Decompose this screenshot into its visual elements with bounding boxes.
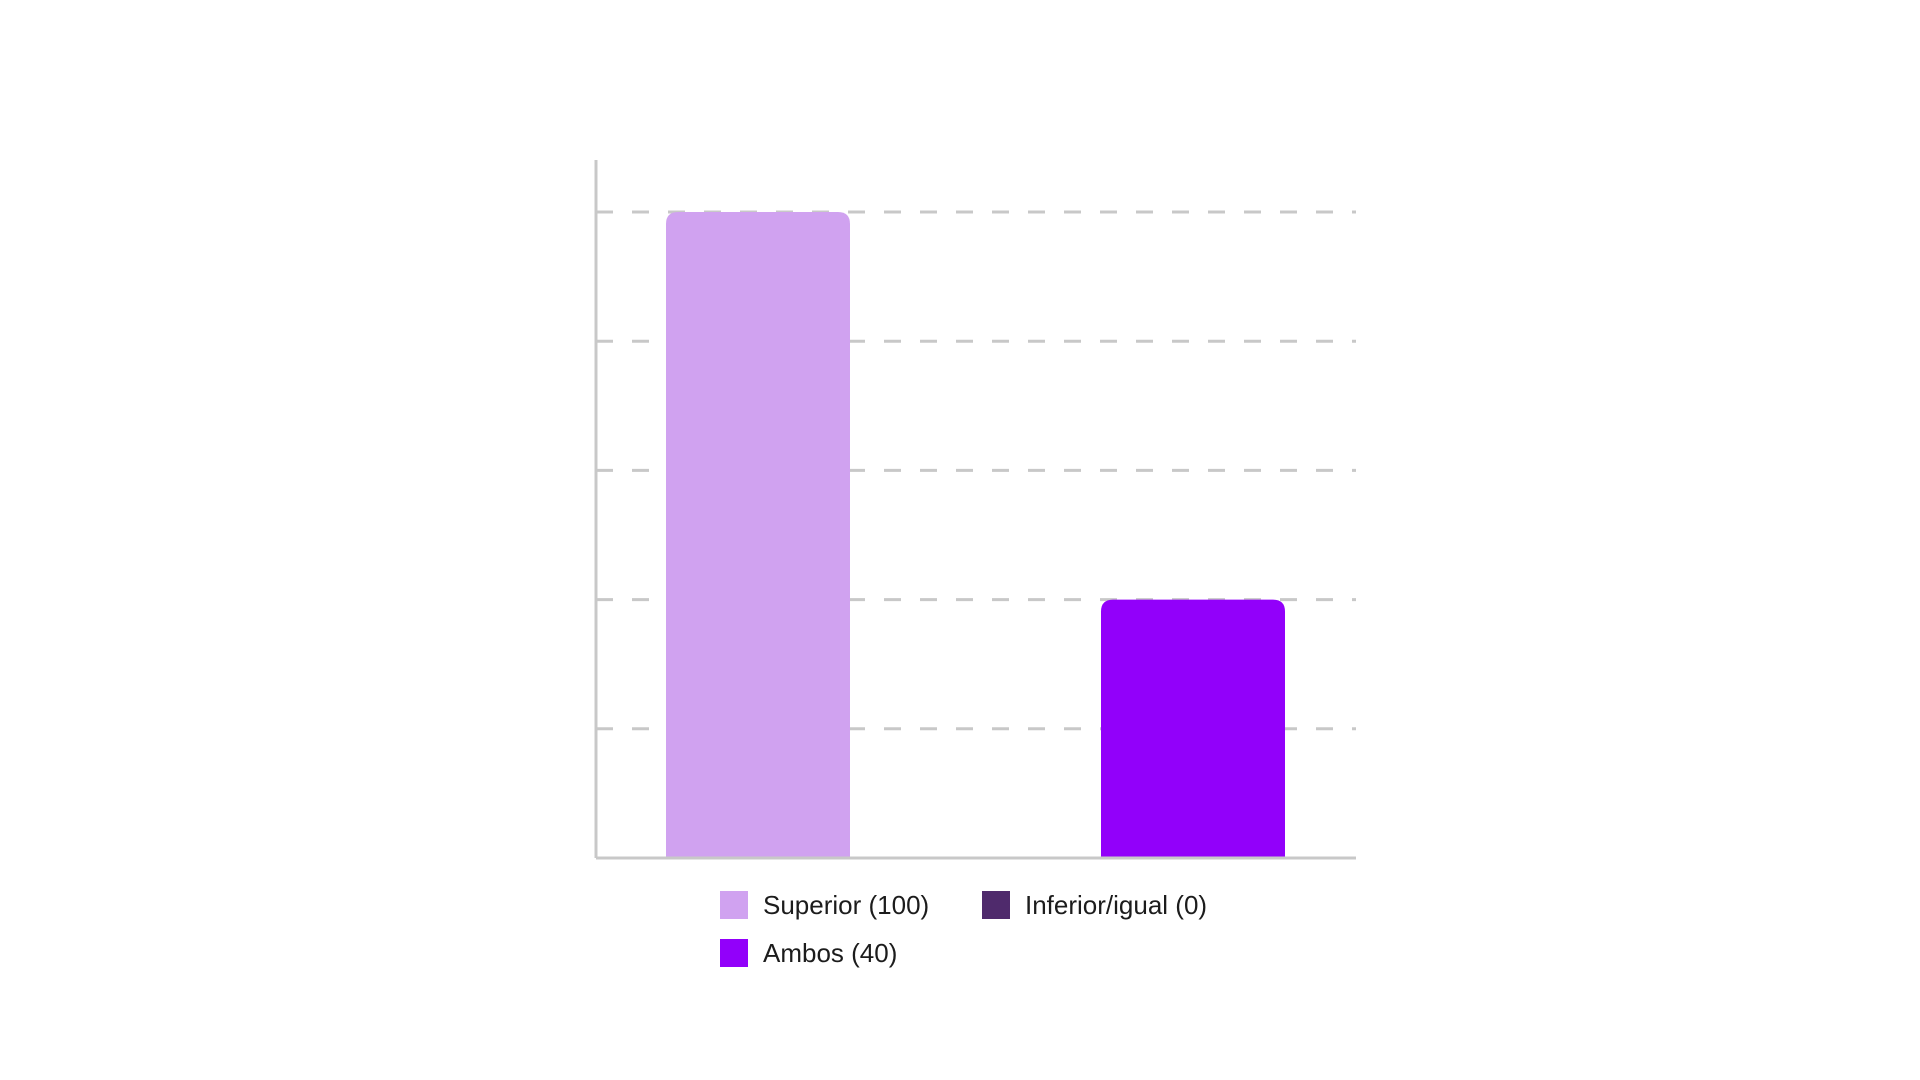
legend-item-superior[interactable]: Superior (100)	[720, 890, 982, 920]
bars	[666, 212, 1285, 858]
bar-ambos[interactable]	[1101, 599, 1285, 858]
legend-swatch-inferior-igual	[982, 891, 1010, 919]
legend-item-ambos[interactable]: Ambos (40)	[720, 938, 982, 968]
legend: Superior (100) Inferior/igual (0) Ambos …	[720, 890, 1280, 968]
legend-label-inferior-igual: Inferior/igual (0)	[1025, 889, 1208, 920]
legend-label-superior: Superior (100)	[763, 889, 930, 920]
axes	[594, 160, 1356, 860]
legend-swatch-superior	[720, 891, 748, 919]
legend-label-ambos: Ambos (40)	[763, 937, 898, 968]
bar-superior[interactable]	[666, 212, 850, 858]
legend-item-inferior-igual[interactable]: Inferior/igual (0)	[982, 890, 1244, 920]
legend-swatch-ambos	[720, 939, 748, 967]
